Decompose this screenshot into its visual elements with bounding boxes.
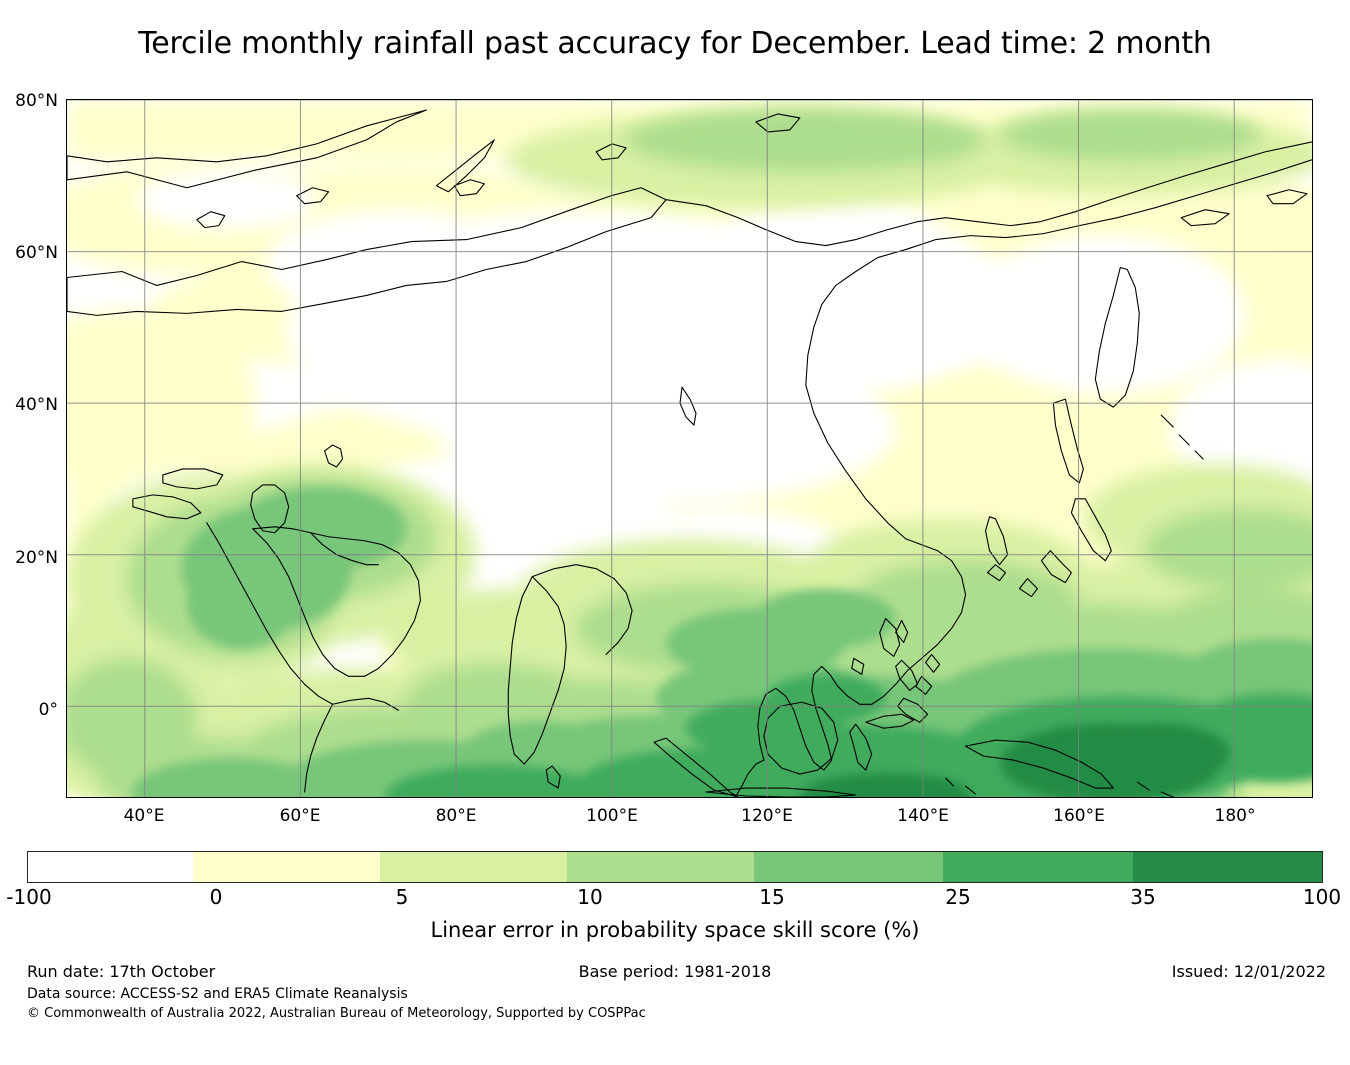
colorbar-segment-1 [193, 852, 381, 882]
x-tick-label-40e: 40°E [123, 806, 165, 826]
y-tick-label-40n: 40°N [15, 395, 58, 415]
colorbar-segment-2 [380, 852, 568, 882]
colorbar-segment-4 [754, 852, 944, 882]
colorbar-tick--100: -100 [6, 885, 52, 909]
colorbar-tick-15: 15 [759, 885, 785, 909]
colorbar-tick-0: 0 [209, 885, 223, 909]
run-date-text: Run date: 17th October [27, 962, 216, 981]
x-tick-label-180: 180° [1214, 806, 1256, 826]
page-title: Tercile monthly rainfall past accuracy f… [138, 26, 1212, 61]
colorbar-segment-3 [567, 852, 755, 882]
colorbar-tick-35: 35 [1130, 885, 1156, 909]
copyright-text: © Commonwealth of Australia 2022, Austra… [27, 1006, 646, 1021]
x-tick-label-100e: 100°E [586, 806, 638, 826]
data-source-text: Data source: ACCESS-S2 and ERA5 Climate … [27, 986, 408, 1002]
colorbar-tick-5: 5 [395, 885, 409, 909]
y-tick-label-60n: 60°N [15, 243, 58, 263]
issued-date-text: Issued: 12/01/2022 [1171, 962, 1326, 981]
colorbar-label: Linear error in probability space skill … [430, 918, 920, 942]
base-period-text: Base period: 1981-2018 [578, 962, 772, 981]
colorbar-segment-5 [943, 852, 1133, 882]
x-tick-label-60e: 60°E [279, 806, 321, 826]
x-tick-label-80e: 80°E [435, 806, 477, 826]
y-tick-label-20n: 20°N [15, 548, 58, 568]
colorbar-tick-25: 25 [945, 885, 971, 909]
colorbar[interactable] [27, 851, 1323, 883]
colorbar-segment-0 [28, 852, 194, 882]
y-tick-label-0: 0° [38, 700, 58, 720]
rainfall-skill-heatmap [67, 100, 1312, 797]
colorbar-tick-100: 100 [1302, 885, 1342, 909]
x-tick-label-120e: 120°E [741, 806, 793, 826]
map-plot-area[interactable] [66, 99, 1313, 798]
x-tick-label-140e: 140°E [897, 806, 949, 826]
y-tick-label-80n: 80°N [15, 91, 58, 111]
colorbar-segment-6 [1132, 852, 1322, 882]
x-tick-label-160e: 160°E [1053, 806, 1105, 826]
colorbar-tick-10: 10 [577, 885, 603, 909]
